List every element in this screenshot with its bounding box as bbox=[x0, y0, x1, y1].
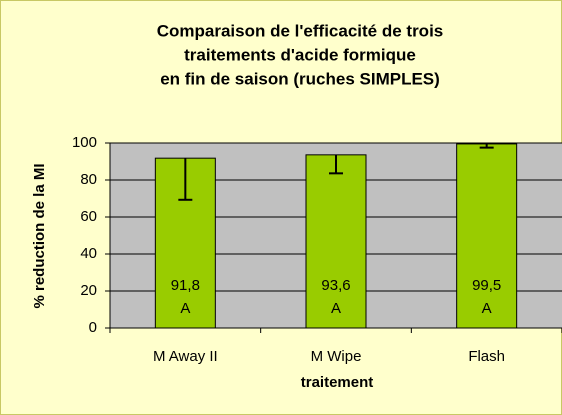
group-label: A bbox=[482, 300, 492, 317]
x-tick-label: Flash bbox=[468, 348, 505, 365]
y-tick-label: 20 bbox=[80, 282, 97, 299]
chart-title: en fin de saison (ruches SIMPLES) bbox=[160, 69, 440, 88]
y-axis-title: % reduction de la MI bbox=[31, 163, 48, 308]
y-tick-label: 40 bbox=[80, 245, 97, 262]
group-label: A bbox=[331, 300, 341, 317]
y-tick-label: 0 bbox=[89, 319, 97, 336]
x-tick-label: M Away II bbox=[153, 348, 218, 365]
data-label: 91,8 bbox=[171, 277, 200, 294]
chart-title: traitements d'acide formique bbox=[184, 45, 416, 64]
y-tick-label: 80 bbox=[80, 171, 97, 188]
x-axis-title: traitement bbox=[301, 374, 374, 391]
y-tick-label: 60 bbox=[80, 208, 97, 225]
x-tick-label: M Wipe bbox=[311, 348, 362, 365]
chart-title: Comparaison de l'efficacité de trois bbox=[157, 21, 444, 40]
data-label: 99,5 bbox=[472, 277, 501, 294]
bar bbox=[456, 143, 518, 329]
y-tick-label: 100 bbox=[72, 134, 97, 151]
data-label: 93,6 bbox=[321, 277, 350, 294]
group-label: A bbox=[180, 300, 190, 317]
